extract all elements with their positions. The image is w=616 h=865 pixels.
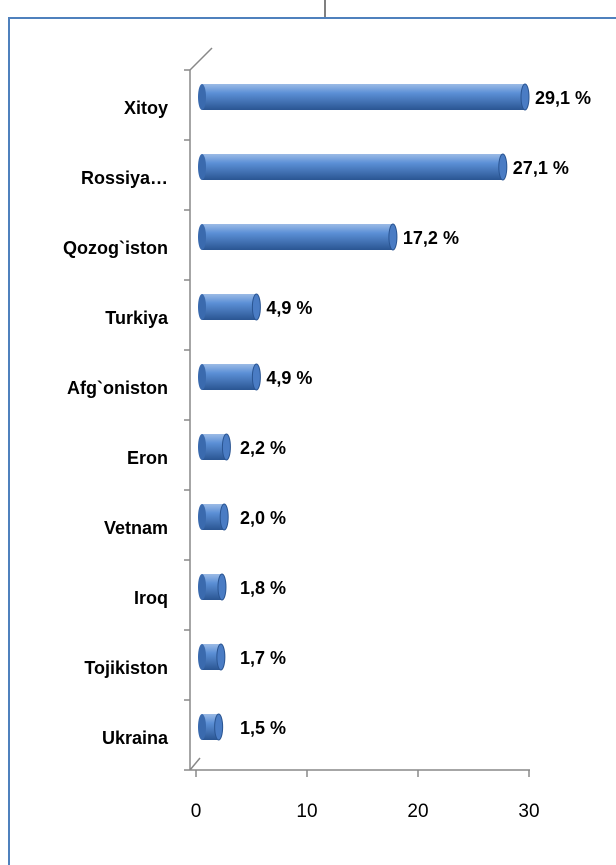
bar	[198, 363, 261, 391]
data-label: 2,0 %	[240, 508, 286, 528]
bar-body	[202, 574, 222, 600]
bar-base	[198, 364, 206, 390]
data-label: 1,7 %	[240, 648, 286, 668]
bar-body	[202, 154, 503, 180]
bar-body	[202, 714, 219, 740]
data-label: 4,9 %	[266, 368, 312, 388]
data-label: 2,2 %	[240, 438, 286, 458]
bar-cap	[498, 153, 508, 181]
bar-base	[198, 574, 206, 600]
bar-base	[198, 504, 206, 530]
x-tick-label: 0	[191, 801, 202, 822]
data-label: 17,2 %	[403, 228, 459, 248]
bar	[198, 503, 229, 531]
bar-body	[202, 224, 393, 250]
bar-base	[198, 434, 206, 460]
data-label: 29,1 %	[535, 88, 591, 108]
y-tick-label: Rossiya…	[81, 168, 168, 188]
y-tick-label: Iroq	[134, 588, 168, 608]
bar	[198, 433, 231, 461]
data-label: 1,5 %	[240, 718, 286, 738]
bar	[198, 83, 530, 111]
bar-body	[202, 294, 257, 320]
bar	[198, 573, 227, 601]
y-tick-label: Ukraina	[102, 728, 169, 748]
bar-body	[202, 644, 221, 670]
bar-body	[202, 504, 225, 530]
x-tick-label: 20	[407, 801, 428, 822]
x-tick-label: 30	[518, 801, 539, 822]
chart-frame	[8, 17, 616, 865]
data-label: 27,1 %	[513, 158, 569, 178]
bar	[198, 223, 398, 251]
y-tick-label: Xitoy	[124, 98, 168, 118]
bar-body	[202, 84, 526, 110]
bar-body	[202, 364, 257, 390]
y-tick-label: Vetnam	[104, 518, 168, 538]
bar-base	[198, 294, 206, 320]
bar-cap	[216, 643, 226, 671]
bar	[198, 293, 261, 321]
bar-cap	[388, 223, 398, 251]
data-label: 1,8 %	[240, 578, 286, 598]
bar-cap	[214, 713, 224, 741]
y-tick-label: Turkiya	[105, 308, 169, 328]
bar-cap	[520, 83, 530, 111]
bar-base	[198, 154, 206, 180]
bar-base	[198, 84, 206, 110]
y-tick-label: Qozog`iston	[63, 238, 168, 258]
bar-base	[198, 644, 206, 670]
x-tick-label: 10	[296, 801, 317, 822]
bar-cap	[251, 363, 261, 391]
data-label: 4,9 %	[266, 298, 312, 318]
y-tick-label: Tojikiston	[84, 658, 168, 678]
bar-cap	[219, 503, 229, 531]
bar	[198, 153, 508, 181]
bar-base	[198, 224, 206, 250]
bar	[198, 643, 226, 671]
y-tick-label: Afg`oniston	[67, 378, 168, 398]
bar-cap	[221, 433, 231, 461]
bar-cap	[217, 573, 227, 601]
bar	[198, 713, 224, 741]
bar-base	[198, 714, 206, 740]
y-tick-label: Eron	[127, 448, 168, 468]
bar-cap	[251, 293, 261, 321]
